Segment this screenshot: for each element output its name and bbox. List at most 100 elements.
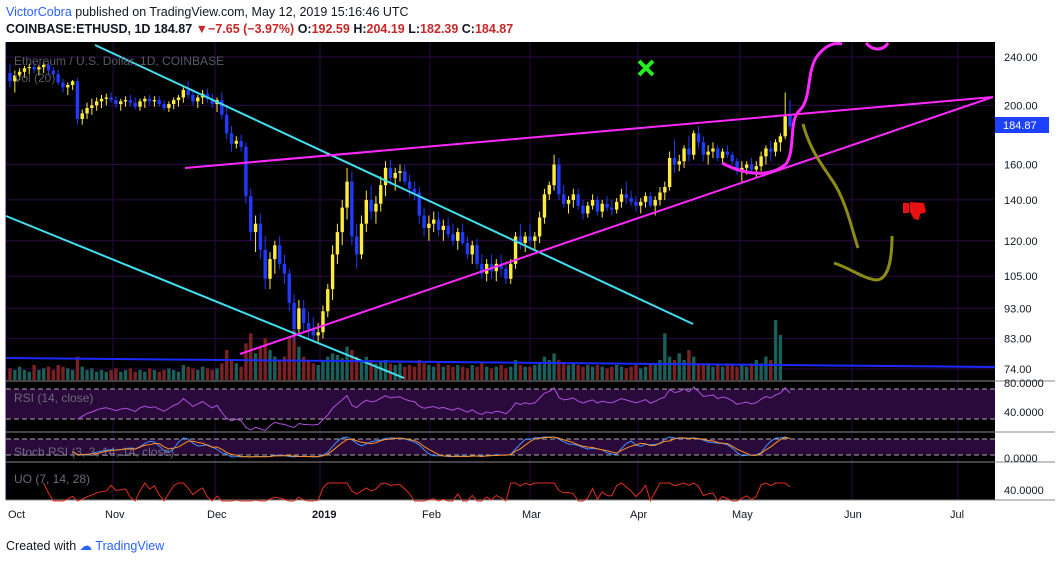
olive-path-down[interactable] — [801, 123, 860, 249]
volume-bar — [634, 365, 638, 380]
volume-bar — [412, 366, 417, 380]
magenta-trendline-upper[interactable] — [184, 96, 994, 169]
volume-bar — [494, 366, 498, 380]
volume-bar — [547, 360, 551, 380]
volume-bar — [70, 370, 75, 380]
candle-body — [475, 245, 479, 264]
volume-bar — [692, 356, 696, 380]
candle-body — [297, 308, 301, 330]
volume-bar — [509, 366, 513, 380]
candle-body — [600, 203, 604, 212]
volume-bar — [277, 360, 282, 380]
volume-bar — [114, 368, 118, 380]
volume-bar — [398, 363, 402, 380]
tradingview-logo-icon[interactable]: ☁ — [79, 539, 93, 553]
candle-body — [744, 164, 749, 168]
magenta-curve[interactable] — [721, 41, 843, 175]
candle-body — [547, 185, 551, 195]
last-price: 184.87 — [153, 22, 193, 36]
candle-body — [268, 259, 272, 279]
blue-support-line[interactable] — [5, 357, 996, 368]
volume-bar — [46, 366, 51, 380]
candle-body — [528, 236, 532, 241]
candle-body — [624, 194, 628, 199]
candle-body — [692, 133, 696, 155]
volume-bar — [181, 365, 186, 380]
candle-body — [13, 75, 17, 82]
time-tick-label: Oct — [8, 509, 25, 521]
magenta-curve-top[interactable] — [864, 41, 890, 51]
volume-bar — [764, 356, 768, 380]
price-change: ▼−7.65 (−3.97%) — [195, 22, 295, 36]
olive-path-up[interactable] — [833, 235, 894, 282]
cyan-trendline-upper[interactable] — [94, 44, 694, 325]
cyan-trendline-lower[interactable] — [5, 215, 405, 379]
candle-body — [533, 236, 537, 241]
candle-body — [186, 89, 190, 95]
indicator-tick-label: 40.0000 — [1004, 407, 1044, 419]
volume-bar — [744, 366, 749, 380]
candle-body — [176, 97, 181, 101]
uo-label: UO (7, 14, 28) — [14, 472, 90, 486]
volume-bar — [537, 363, 542, 380]
rsi-line — [77, 386, 791, 431]
volume-bar — [172, 370, 176, 380]
time-axis — [6, 500, 995, 528]
candle-body — [138, 101, 142, 107]
volume-bar — [403, 366, 407, 380]
candle-body — [595, 199, 600, 212]
volume-bar — [157, 371, 161, 380]
candle-body — [629, 198, 633, 202]
magenta-trendline-lower[interactable] — [239, 96, 994, 355]
chart-area[interactable]: Ethereum / U.S. Dollar, 1D, COINBASE Vol… — [0, 0, 1058, 528]
volume-bar — [359, 360, 364, 380]
candle-body — [422, 215, 426, 228]
candle-body — [80, 113, 84, 119]
candle-body — [147, 98, 152, 102]
price-tick-label: 93.00 — [1004, 303, 1032, 315]
volume-bar — [119, 371, 123, 380]
volume-bar — [316, 365, 320, 380]
volume-bar — [552, 353, 556, 380]
volume-bar — [335, 355, 340, 380]
candle-body — [557, 164, 561, 195]
candle-body — [682, 148, 686, 162]
symbol: COINBASE:ETHUSD, 1D — [6, 22, 151, 36]
volume-bar — [292, 330, 296, 380]
volume-bar — [22, 370, 27, 380]
drawings[interactable] — [5, 41, 996, 379]
candle-body — [436, 219, 441, 230]
author-link[interactable]: VictorCobra — [6, 5, 72, 19]
volume-bar — [191, 368, 195, 380]
volume-bar — [513, 360, 518, 380]
volume-bar — [364, 356, 368, 380]
volume-bar — [94, 371, 99, 380]
volume-bar — [104, 371, 108, 380]
candle-body — [340, 207, 344, 233]
candle-body — [119, 101, 123, 105]
volume-bar — [345, 346, 349, 380]
candle-body — [720, 151, 725, 158]
volume-bar — [407, 365, 412, 380]
volume-bar — [605, 368, 609, 380]
volume-bar — [740, 365, 744, 380]
candle-body — [220, 100, 224, 115]
volume-bar — [220, 363, 224, 380]
candle-body — [552, 164, 556, 186]
volume-bar — [379, 361, 383, 380]
candle-body — [417, 192, 421, 216]
volume-bar — [730, 365, 734, 380]
high-label: H: — [353, 22, 367, 36]
stoch-k-line — [72, 436, 791, 458]
candle-body — [114, 100, 118, 105]
candle-body — [562, 194, 566, 204]
volume-bar — [590, 366, 595, 380]
candle-body — [465, 243, 470, 255]
candle-body — [66, 84, 70, 88]
volume-bar — [287, 336, 291, 380]
candle-body — [696, 133, 701, 143]
candle-body — [605, 203, 609, 208]
tradingview-brand-link[interactable]: TradingView — [95, 539, 165, 553]
candle-body — [523, 236, 527, 244]
candle-body — [369, 199, 373, 212]
